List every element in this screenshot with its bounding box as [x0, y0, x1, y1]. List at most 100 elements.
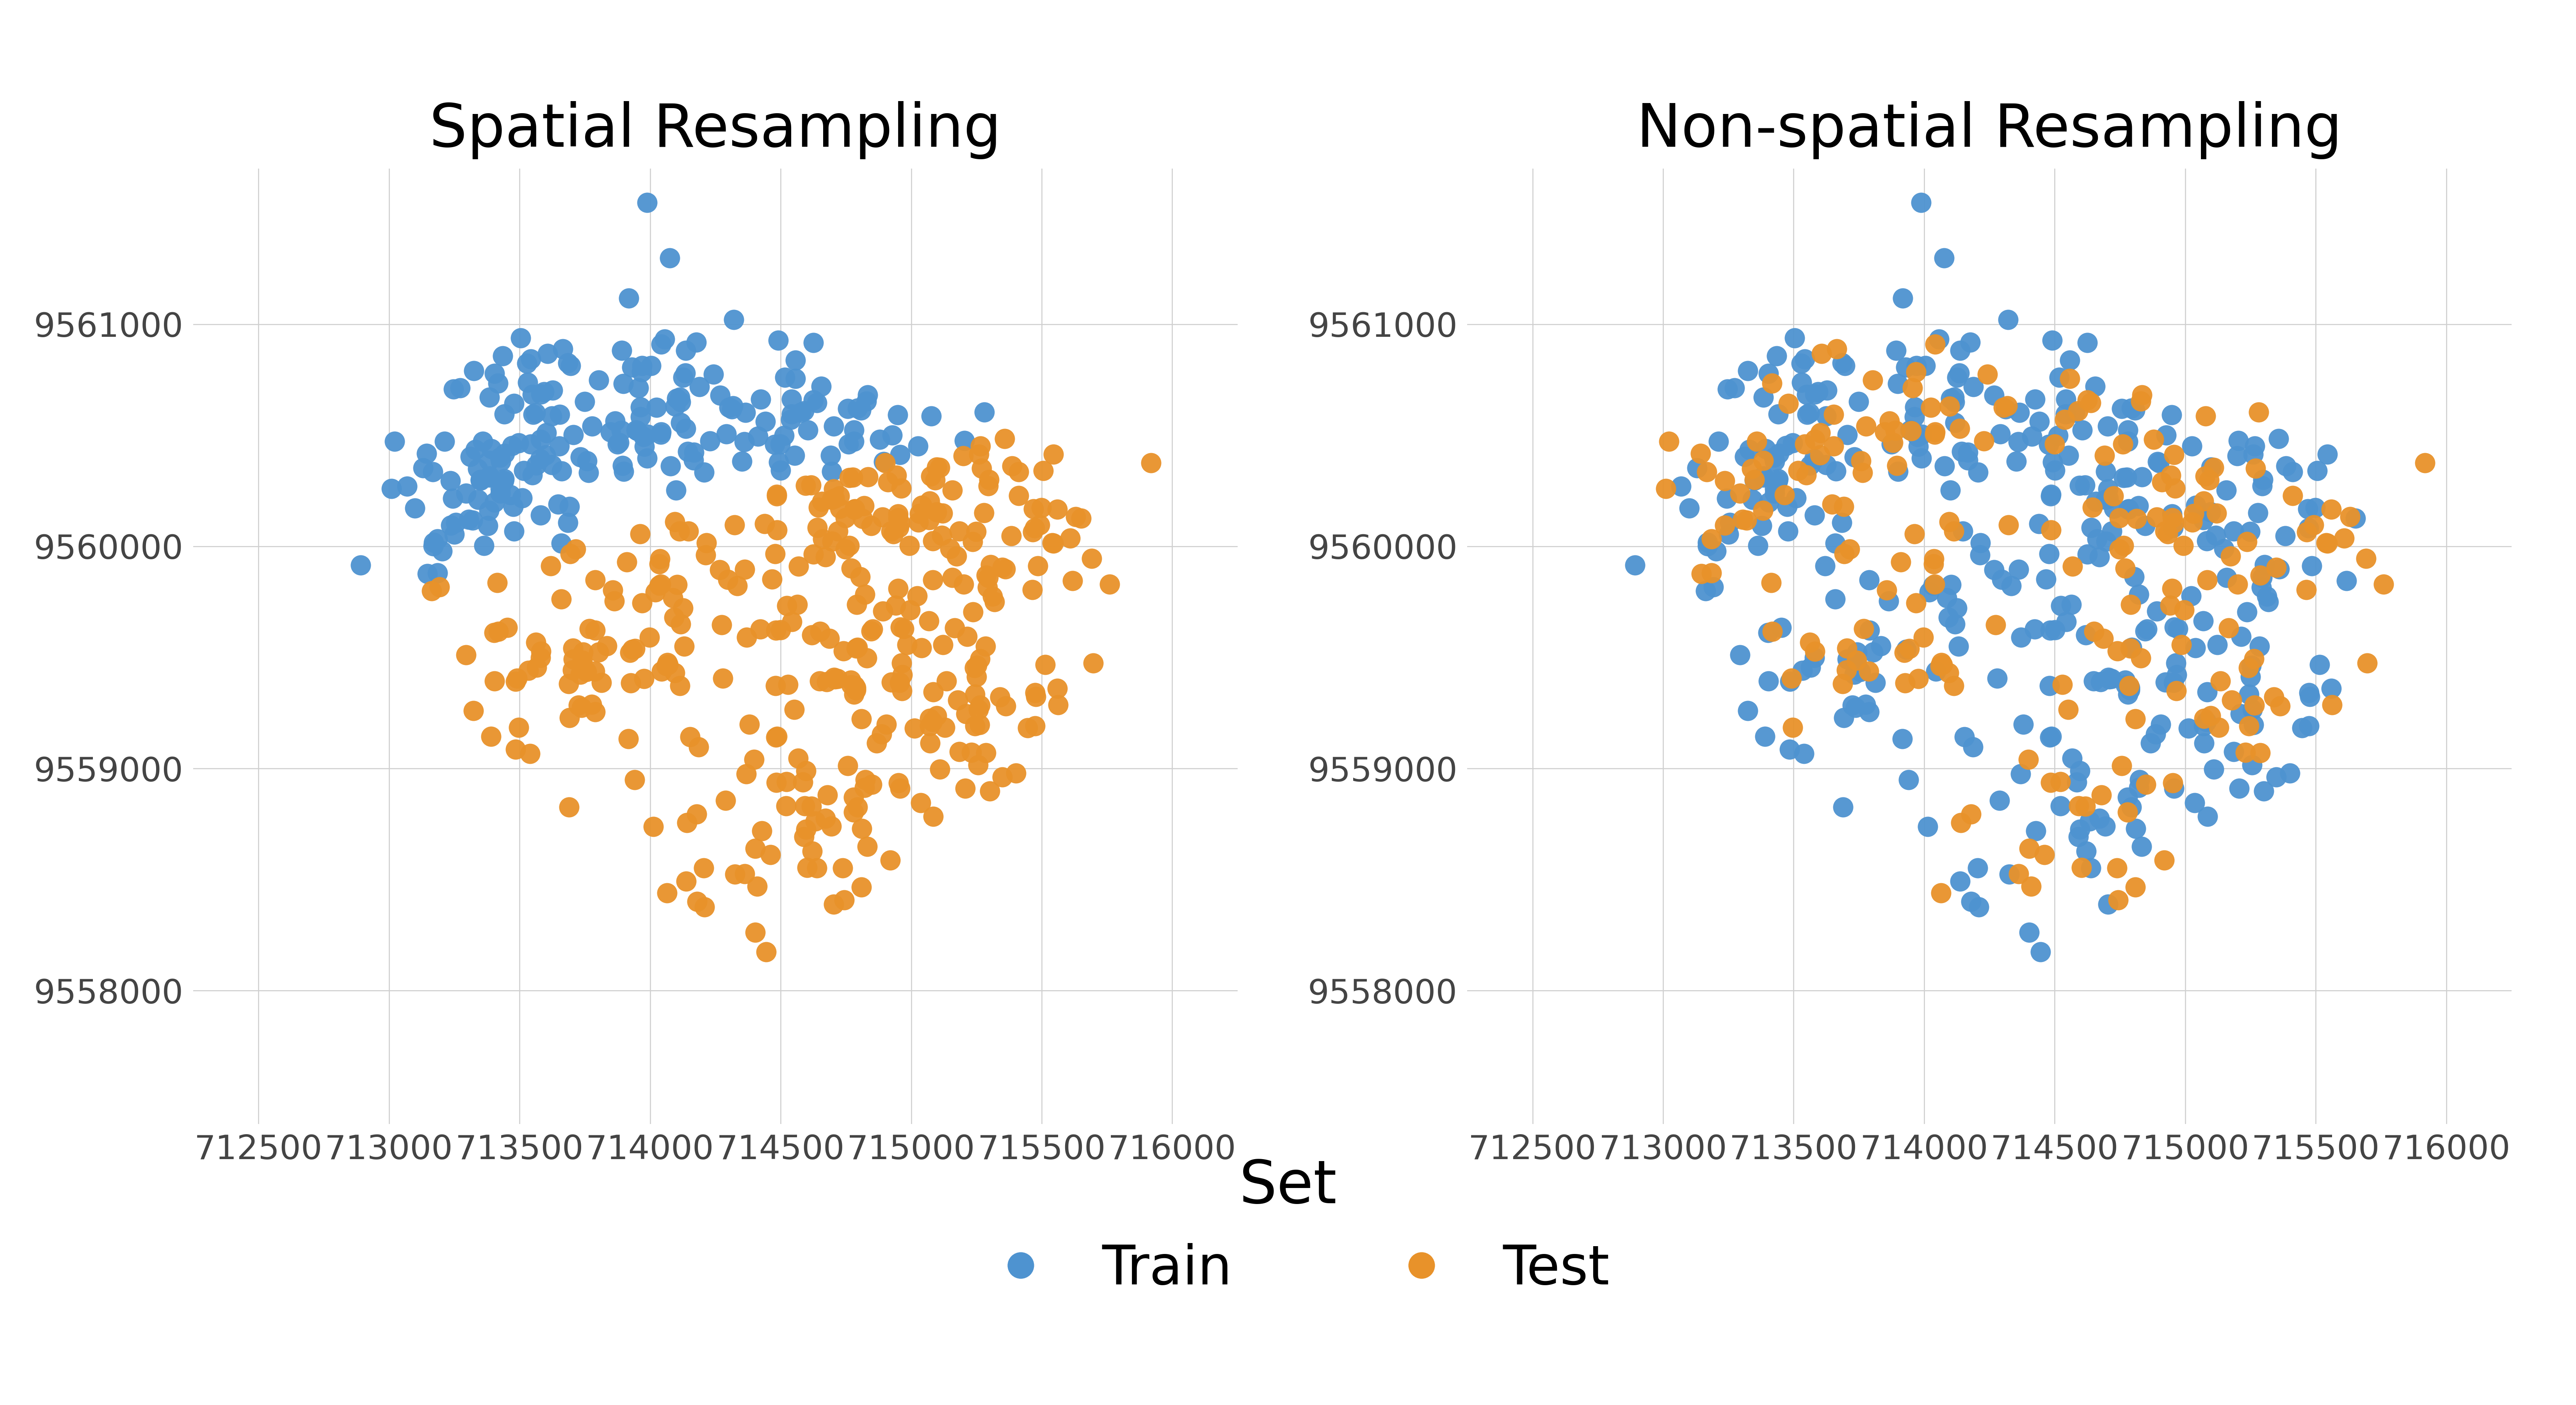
Point: [1775, 486, 1816, 509]
Point: [1919, 327, 1960, 350]
Point: [507, 371, 549, 393]
Point: [495, 670, 536, 693]
Point: [2233, 714, 2275, 736]
Point: [1033, 443, 1074, 465]
Point: [786, 818, 827, 840]
Point: [850, 514, 891, 537]
Point: [876, 594, 917, 617]
Point: [1734, 468, 1775, 490]
Point: [2014, 618, 2056, 641]
Point: [520, 646, 562, 669]
Point: [1025, 653, 1066, 676]
Point: [613, 769, 654, 791]
Point: [2257, 766, 2298, 788]
Point: [958, 698, 999, 721]
Point: [2172, 511, 2213, 534]
Point: [945, 702, 987, 725]
Point: [1790, 656, 1832, 679]
Point: [1020, 514, 1061, 537]
Point: [1891, 420, 1932, 443]
Point: [1999, 627, 2040, 649]
Point: [1785, 347, 1826, 370]
Point: [1770, 670, 1811, 693]
Point: [840, 818, 881, 840]
Point: [636, 396, 677, 419]
Point: [1999, 863, 2040, 885]
Point: [2025, 843, 2066, 865]
Point: [2074, 670, 2115, 693]
Point: [2105, 669, 2146, 691]
Point: [533, 379, 574, 402]
Point: [2079, 806, 2120, 829]
Point: [680, 375, 721, 398]
Point: [639, 548, 680, 570]
Point: [1754, 478, 1795, 500]
Point: [1744, 465, 1785, 488]
Point: [796, 857, 837, 880]
Point: [1767, 392, 1808, 414]
Point: [755, 433, 796, 455]
Point: [641, 422, 683, 444]
Point: [734, 837, 775, 860]
Point: [2298, 653, 2339, 676]
Point: [453, 360, 495, 382]
Point: [1646, 478, 1687, 500]
Point: [1749, 362, 1790, 385]
Point: [2269, 762, 2311, 784]
Point: [953, 531, 994, 554]
Point: [1947, 448, 1989, 471]
Point: [706, 423, 747, 445]
Point: [551, 636, 592, 659]
Point: [2030, 485, 2071, 507]
Point: [793, 389, 835, 412]
Point: [801, 528, 842, 551]
Point: [2197, 634, 2239, 656]
Point: [1914, 422, 1955, 444]
Point: [868, 471, 909, 493]
Point: [1723, 509, 1765, 531]
Point: [938, 688, 979, 711]
Point: [1721, 643, 1762, 666]
Point: [2115, 399, 2156, 422]
Point: [984, 427, 1025, 450]
Point: [2195, 502, 2236, 524]
Point: [549, 673, 590, 695]
Point: [714, 514, 755, 537]
Point: [1824, 354, 1865, 377]
Point: [2154, 672, 2195, 694]
Point: [1901, 447, 1942, 469]
Point: [639, 575, 680, 597]
Point: [1736, 430, 1777, 452]
Point: [549, 542, 590, 565]
Point: [2136, 724, 2177, 746]
Point: [1932, 520, 1973, 542]
Point: [2058, 399, 2099, 422]
Point: [2347, 652, 2388, 674]
Point: [762, 424, 804, 447]
Point: [909, 490, 951, 513]
Point: [956, 655, 997, 677]
Point: [866, 451, 907, 473]
Point: [1795, 641, 1837, 663]
Point: [2174, 791, 2215, 813]
Point: [956, 666, 997, 688]
Point: [1945, 725, 1986, 747]
Point: [876, 464, 917, 486]
Point: [513, 464, 554, 486]
Point: [2244, 780, 2285, 802]
Point: [1937, 635, 1978, 658]
Point: [1937, 367, 1978, 389]
Point: [1713, 377, 1754, 399]
Point: [757, 451, 799, 473]
Point: [773, 698, 814, 721]
Point: [1785, 384, 1826, 406]
Point: [2110, 679, 2151, 701]
Point: [760, 433, 801, 455]
Point: [2226, 531, 2267, 554]
Point: [1950, 332, 1991, 354]
Point: [394, 497, 435, 520]
Point: [840, 875, 881, 898]
Point: [495, 520, 536, 542]
Point: [850, 620, 891, 642]
Point: [2190, 455, 2231, 478]
